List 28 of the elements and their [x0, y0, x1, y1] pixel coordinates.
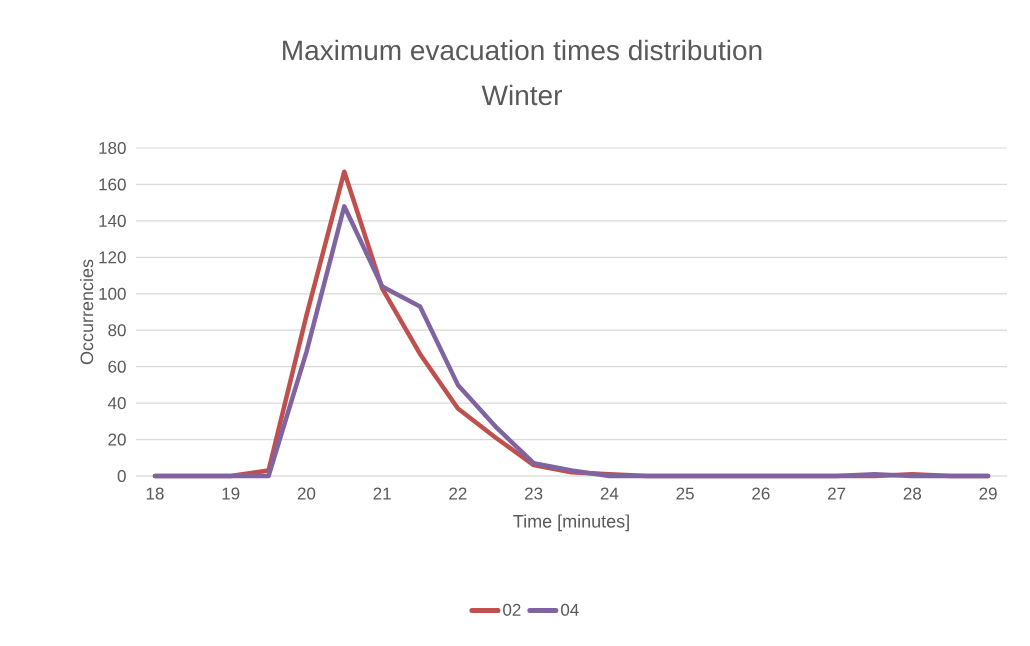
x-tick-label: 27: [828, 487, 846, 500]
y-tick-label: 20: [108, 433, 126, 446]
y-tick-label: 140: [99, 214, 126, 227]
x-tick-label: 19: [222, 487, 240, 500]
y-tick-label: 0: [117, 469, 126, 483]
y-tick-label: 180: [99, 141, 126, 155]
y-tick-label: 80: [108, 324, 126, 337]
x-tick-label: 21: [373, 487, 391, 500]
chart-subtitle: Winter: [481, 84, 562, 106]
x-tick-label: 23: [525, 487, 543, 500]
y-tick-label: 100: [99, 287, 126, 300]
legend-label: 02: [503, 603, 521, 616]
x-tick-label: 25: [676, 487, 694, 500]
x-tick-label: 26: [752, 487, 770, 500]
y-tick-label: 40: [107, 397, 126, 410]
x-tick-label: 18: [146, 487, 164, 500]
x-tick-label: 24: [600, 487, 619, 500]
x-tick-label: 28: [903, 487, 922, 500]
y-axis-title: Occurrencies: [80, 259, 94, 365]
x-tick-label: 22: [449, 487, 467, 500]
y-tick-label: 160: [99, 178, 126, 191]
chart-title: Maximum evacuation times distribution: [283, 39, 762, 61]
legend-label: 04: [561, 603, 579, 616]
x-tick-label: 29: [979, 487, 997, 500]
y-tick-label: 60: [108, 360, 126, 373]
y-tick-label: 120: [99, 251, 126, 264]
x-axis-title: Time [minutes]: [513, 514, 629, 532]
x-tick-label: 20: [297, 487, 316, 500]
